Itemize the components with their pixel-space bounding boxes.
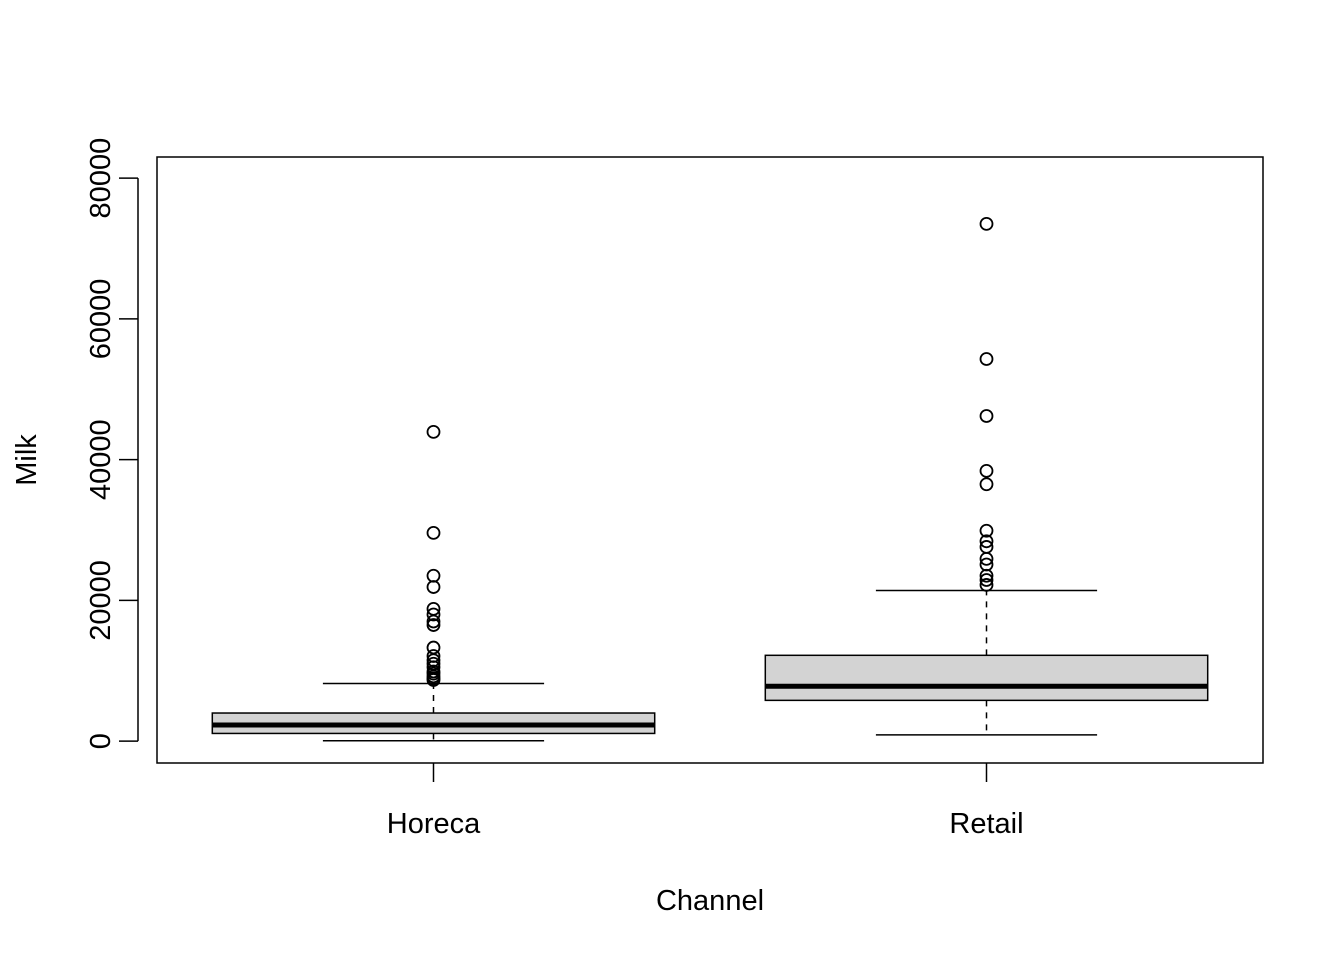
outlier-point [979, 534, 994, 549]
y-axis-label: Milk [11, 434, 43, 486]
outlier-point [979, 352, 994, 366]
outlier-point [979, 409, 994, 423]
box-group [211, 424, 656, 742]
outlier-point [426, 568, 441, 583]
outlier-point [426, 424, 441, 439]
x-tick-label: Retail [949, 808, 1023, 840]
x-axis-label: Channel [656, 885, 764, 917]
outlier-point [426, 525, 441, 540]
y-tick-label: 80000 [85, 138, 117, 219]
outlier-point [979, 578, 994, 592]
outlier-point [979, 216, 994, 231]
outlier-point [426, 673, 441, 687]
plot-frame [156, 156, 1264, 764]
outlier-point [979, 523, 994, 538]
y-axis: 0 20000 40000 60000 80000 [85, 138, 139, 749]
outlier-point [426, 614, 441, 629]
outlier-point [979, 573, 994, 587]
boxes-layer [211, 216, 1209, 742]
y-tick-label: 0 [85, 733, 117, 749]
outlier-point [979, 551, 994, 566]
outlier-point [979, 568, 994, 583]
box-group [764, 216, 1209, 736]
outlier-point [426, 618, 441, 632]
box-iqr [764, 654, 1209, 702]
x-tick-label: Horeca [387, 808, 481, 840]
y-tick-label: 20000 [85, 560, 117, 641]
outlier-point [426, 607, 441, 622]
y-tick-label: 60000 [85, 279, 117, 360]
y-tick-label: 40000 [85, 419, 117, 500]
outlier-point [979, 464, 994, 478]
outlier-point [979, 477, 994, 492]
x-axis: Horeca Retail [387, 763, 1024, 840]
outlier-point [426, 580, 441, 594]
